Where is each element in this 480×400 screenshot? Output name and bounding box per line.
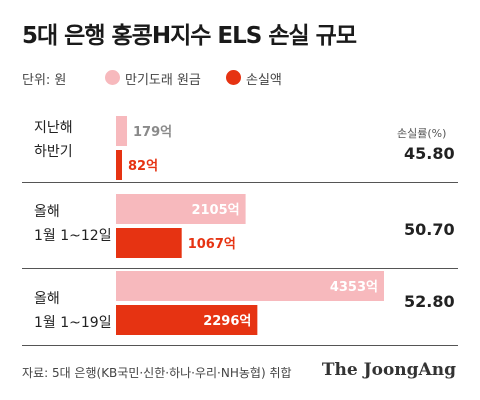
row-divider	[22, 345, 458, 346]
bar-principal-3	[116, 271, 384, 301]
loss-rate-value-1: 45.80	[404, 144, 455, 163]
row-label-1: 지난해 하반기	[34, 116, 73, 164]
bar-loss-1	[116, 150, 122, 180]
legend-label-principal: 만기도래 원금	[125, 73, 201, 88]
bar-principal-2	[116, 194, 246, 224]
bar-loss-3	[116, 305, 258, 335]
loss-rate-value-3: 52.80	[404, 292, 455, 311]
data-label-principal-1: 179억	[133, 125, 172, 140]
row-label-2: 올해 1월 1~12일	[34, 200, 112, 248]
unit-label: 단위: 원	[22, 73, 67, 88]
legend-swatch-loss	[226, 70, 241, 85]
data-label-loss-2: 1067억	[188, 237, 236, 252]
chart-title: 5대 은행 홍콩H지수 ELS 손실 규모	[22, 23, 357, 49]
loss-rate-header: 손실률(%)	[397, 127, 447, 140]
data-label-loss-3: 2296억	[203, 314, 251, 329]
loss-rate-value-2: 50.70	[404, 220, 455, 239]
row-divider	[22, 268, 458, 269]
data-label-loss-1: 82억	[128, 159, 158, 174]
row-label-3-line-1: 올해	[34, 291, 60, 307]
data-label-principal-2: 2105억	[191, 203, 239, 218]
row-label-3-line-2: 1월 1~19일	[34, 315, 112, 331]
row-label-3: 올해 1월 1~19일	[34, 287, 112, 335]
row-label-1-line-1: 지난해	[34, 120, 73, 136]
bar-loss-2	[116, 228, 182, 258]
row-label-1-line-2: 하반기	[34, 144, 73, 160]
row-label-2-line-2: 1월 1~12일	[34, 228, 112, 244]
source-note: 자료: 5대 은행(KB국민·신한·하나·우리·NH농협) 취합	[22, 366, 292, 380]
legend-swatch-principal	[105, 70, 120, 85]
row-label-2-line-1: 올해	[34, 204, 60, 220]
legend-label-loss: 손실액	[246, 73, 282, 88]
row-divider	[22, 182, 458, 183]
bar-principal-1	[116, 116, 128, 146]
brand-logo: The JoongAng	[321, 360, 456, 380]
data-label-principal-3: 4353억	[330, 280, 378, 295]
